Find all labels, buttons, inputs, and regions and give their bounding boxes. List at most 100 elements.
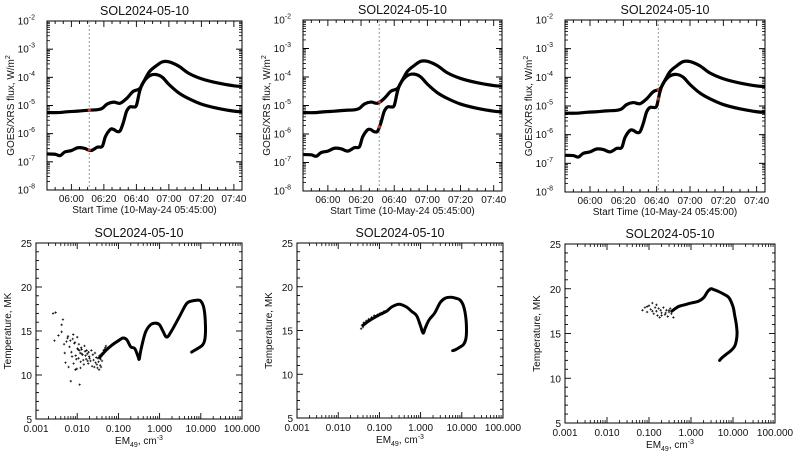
scatter-point [655, 303, 658, 307]
x-axis-title-sub: 49 [391, 441, 399, 448]
x-tick-label: 06:20 [349, 195, 374, 206]
y-tick-exponent: -6 [29, 127, 35, 134]
y-axis-title-text: GOES/XRS flux, W/m [524, 60, 535, 157]
scatter-point [67, 365, 70, 369]
y-tick-base: 10 [18, 129, 30, 140]
x-axis-title-unit: , cm [669, 440, 688, 451]
y-axis-title-text: GOES/XRS flux, W/m [6, 59, 17, 156]
scatter-point [83, 344, 86, 348]
panel-bottom-left: SOL2024-05-10 5 10 15 20 25 0.001 0.010 0.100 1.0… [3, 226, 261, 449]
y-tick-label: 10-8 [274, 185, 291, 198]
y-tick-label: 10-3 [18, 43, 35, 56]
y-tick-label: 5 [287, 414, 293, 425]
x-tick-label: 100.000 [224, 424, 261, 435]
scatter-point [655, 309, 658, 313]
scatter-point [359, 327, 363, 330]
scatter-point [72, 362, 75, 365]
x-axis-title-sub: 49 [661, 446, 669, 453]
scatter-point [670, 312, 673, 316]
y-tick-label: 10-7 [274, 156, 291, 169]
scatter-point [92, 358, 95, 362]
y-tick-exponent: -7 [547, 157, 553, 164]
scatter-point [104, 346, 107, 349]
scatter-point [63, 351, 66, 355]
scatter-point [70, 350, 73, 354]
flux-series-short [303, 72, 502, 158]
scatter-point [72, 333, 75, 336]
y-tick-exponent: -7 [29, 155, 35, 162]
x-tick-label: 0.010 [326, 423, 351, 434]
plot-frame [35, 242, 243, 420]
scatter-point [78, 349, 81, 352]
scatter-point [104, 344, 108, 348]
x-tick-label: 06:20 [91, 194, 116, 205]
y-tick-label: 5 [26, 415, 32, 426]
x-tick-label: 100.000 [757, 428, 794, 439]
y-tick-base: 10 [536, 16, 548, 27]
x-tick-label: 06:00 [315, 195, 340, 206]
scatter-point [664, 311, 667, 315]
x-tick-label: 0.010 [65, 424, 90, 435]
scatter-point [53, 339, 56, 342]
y-tick-exponent: -5 [29, 99, 35, 106]
scatter-point [672, 316, 675, 319]
y-tick-label: 10-6 [274, 128, 291, 141]
y-tick-base: 10 [274, 158, 286, 169]
y-tick-exponent: -6 [547, 128, 553, 135]
x-tick-label: 06:40 [124, 194, 149, 205]
y-tick-label: 5 [555, 419, 561, 430]
y-tick-base: 10 [274, 101, 286, 112]
scatter-point [641, 309, 644, 312]
y-tick-base: 10 [274, 16, 286, 27]
x-axis-title: Start Time (10-May-24 05:45:00) [593, 207, 738, 218]
x-tick-label: 1.000 [147, 424, 172, 435]
x-tick-label: 07:20 [448, 195, 473, 206]
y-tick-label: 10-7 [536, 157, 553, 170]
scatter-point [69, 339, 72, 342]
x-tick-label: 0.001 [284, 423, 309, 434]
x-tick-label: 07:00 [677, 196, 702, 207]
scatter-point [100, 359, 104, 363]
plot-title: SOL2024-05-10 [621, 3, 710, 17]
y-tick-exponent: -8 [547, 186, 553, 193]
plot-title: SOL2024-05-10 [100, 4, 189, 18]
plot-title: SOL2024-05-10 [95, 226, 184, 240]
y-tick-base: 10 [536, 159, 548, 170]
scatter-point [64, 361, 67, 364]
scatter-point [643, 306, 647, 309]
flux-series-long [565, 59, 765, 115]
y-tick-exponent: -4 [547, 71, 553, 78]
y-tick-label: 15 [21, 327, 33, 338]
x-tick-label: 0.100 [636, 428, 661, 439]
x-tick-label: 07:40 [744, 196, 769, 207]
scatter-point [78, 351, 82, 355]
y-tick-exponent: -2 [547, 14, 553, 21]
scatter-point [95, 356, 98, 359]
scatter-point [88, 357, 91, 360]
y-axis-title: Temperature, MK [264, 292, 275, 369]
scatter-point [666, 315, 669, 318]
x-tick-label: 0.010 [594, 428, 619, 439]
y-tick-label: 20 [282, 283, 294, 294]
scatter-point [656, 314, 659, 317]
y-tick-label: 25 [550, 240, 562, 251]
y-tick-label: 10-4 [536, 71, 553, 84]
scatter-point [645, 305, 649, 308]
x-tick-label: 10.000 [718, 428, 749, 439]
x-tick-label: 0.001 [552, 428, 577, 439]
scatter-point [647, 304, 651, 307]
scatter-point [96, 366, 99, 370]
scatter-point [93, 365, 96, 369]
scatter-point [89, 359, 92, 363]
scatter-point [51, 312, 55, 315]
y-axis-title-sup: 2 [523, 56, 530, 60]
y-tick-exponent: -3 [547, 42, 553, 49]
scatter-point [70, 355, 74, 358]
y-tick-exponent: -3 [29, 43, 35, 50]
x-tick-label: 07:40 [481, 195, 506, 206]
x-axis-title: Start Time (10-May-24 05:45:00) [72, 205, 217, 216]
y-tick-exponent: -4 [29, 71, 35, 78]
scatter-point [84, 357, 88, 361]
y-tick-exponent: -5 [547, 100, 553, 107]
